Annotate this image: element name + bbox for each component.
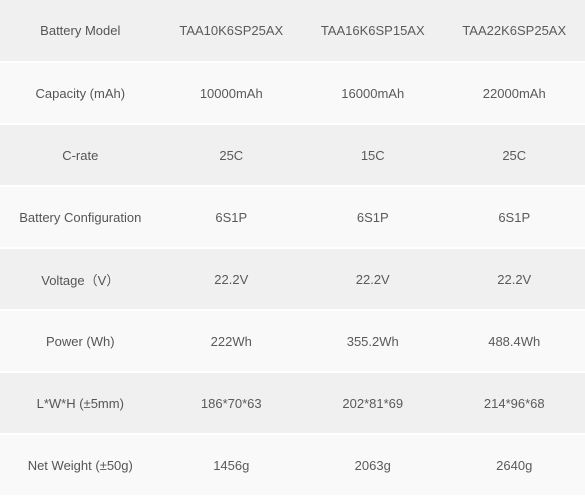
cell-value: 10000mAh bbox=[161, 62, 302, 124]
row-label: C-rate bbox=[0, 124, 161, 186]
table-row: Net Weight (±50g) 1456g 2063g 2640g bbox=[0, 434, 585, 496]
cell-value: TAA16K6SP15AX bbox=[302, 0, 443, 62]
row-label: L*W*H (±5mm) bbox=[0, 372, 161, 434]
cell-value: 6S1P bbox=[161, 186, 302, 248]
row-label: Power (Wh) bbox=[0, 310, 161, 372]
table-row: Capacity (mAh) 10000mAh 16000mAh 22000mA… bbox=[0, 62, 585, 124]
row-label: Battery Configuration bbox=[0, 186, 161, 248]
cell-value: 488.4Wh bbox=[443, 310, 585, 372]
cell-value: 15C bbox=[302, 124, 443, 186]
cell-value: 355.2Wh bbox=[302, 310, 443, 372]
table-row: C-rate 25C 15C 25C bbox=[0, 124, 585, 186]
cell-value: 1456g bbox=[161, 434, 302, 496]
cell-value: 222Wh bbox=[161, 310, 302, 372]
cell-value: 6S1P bbox=[302, 186, 443, 248]
spec-table-body: Battery Model TAA10K6SP25AX TAA16K6SP15A… bbox=[0, 0, 585, 496]
cell-value: 25C bbox=[443, 124, 585, 186]
battery-spec-table: Battery Model TAA10K6SP25AX TAA16K6SP15A… bbox=[0, 0, 585, 497]
cell-value: TAA22K6SP25AX bbox=[443, 0, 585, 62]
table-row: L*W*H (±5mm) 186*70*63 202*81*69 214*96*… bbox=[0, 372, 585, 434]
cell-value: 6S1P bbox=[443, 186, 585, 248]
cell-value: 22000mAh bbox=[443, 62, 585, 124]
row-label: Capacity (mAh) bbox=[0, 62, 161, 124]
cell-value: 2640g bbox=[443, 434, 585, 496]
cell-value: 214*96*68 bbox=[443, 372, 585, 434]
cell-value: TAA10K6SP25AX bbox=[161, 0, 302, 62]
row-label: Voltage（V） bbox=[0, 248, 161, 310]
cell-value: 186*70*63 bbox=[161, 372, 302, 434]
cell-value: 2063g bbox=[302, 434, 443, 496]
cell-value: 202*81*69 bbox=[302, 372, 443, 434]
table-row: Power (Wh) 222Wh 355.2Wh 488.4Wh bbox=[0, 310, 585, 372]
table-row: Battery Configuration 6S1P 6S1P 6S1P bbox=[0, 186, 585, 248]
cell-value: 22.2V bbox=[161, 248, 302, 310]
cell-value: 16000mAh bbox=[302, 62, 443, 124]
row-label: Battery Model bbox=[0, 0, 161, 62]
cell-value: 25C bbox=[161, 124, 302, 186]
table-row: Voltage（V） 22.2V 22.2V 22.2V bbox=[0, 248, 585, 310]
cell-value: 22.2V bbox=[443, 248, 585, 310]
row-label: Net Weight (±50g) bbox=[0, 434, 161, 496]
cell-value: 22.2V bbox=[302, 248, 443, 310]
table-row: Battery Model TAA10K6SP25AX TAA16K6SP15A… bbox=[0, 0, 585, 62]
